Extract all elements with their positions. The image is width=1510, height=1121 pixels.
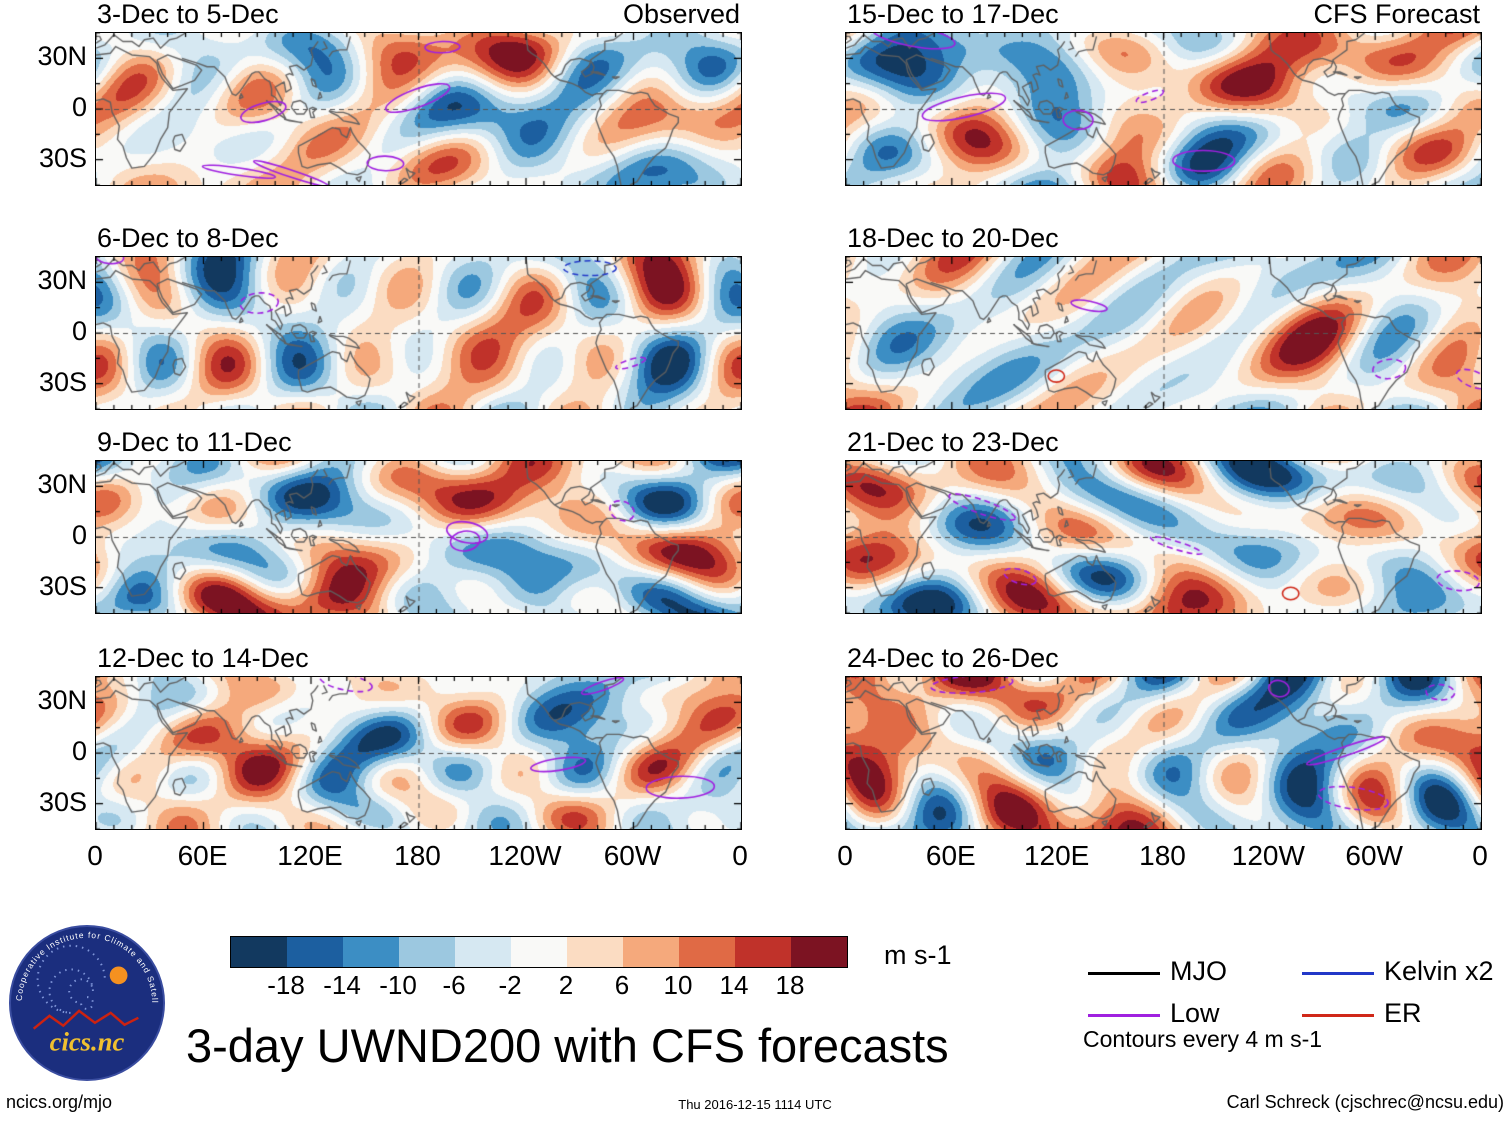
map-panel: 24-Dec to 26-Dec <box>845 643 1482 830</box>
legend-label: ER <box>1384 998 1422 1028</box>
longitude-tick-label: 180 <box>394 840 441 871</box>
panel-title: 12-Dec to 14-Dec <box>97 643 309 673</box>
colorbar-tick-label: -10 <box>379 970 417 1000</box>
colorbar-tick-label: 14 <box>719 970 749 1000</box>
latitude-tick-label: 0 <box>71 736 87 766</box>
latitude-tick-label: 0 <box>71 92 87 122</box>
colorbar-tick-label: 10 <box>663 970 693 1000</box>
colorbar-segment <box>231 937 287 967</box>
logo-sun-icon <box>109 966 128 985</box>
longitude-tick-label: 120W <box>488 840 562 871</box>
longitude-axis: 0 60E 120E 180 120W 60W 0 <box>87 840 748 880</box>
colorbar-segment <box>679 937 735 967</box>
legend-line-mjo <box>1088 972 1160 975</box>
legend-line-low <box>1088 1014 1160 1017</box>
map-panel: 9-Dec to 11-Dec 30N 0 30S <box>37 427 742 614</box>
panel-title: 21-Dec to 23-Dec <box>847 427 1059 457</box>
panel-title: 18-Dec to 20-Dec <box>847 223 1059 253</box>
panel-title: 24-Dec to 26-Dec <box>847 643 1059 673</box>
longitude-tick-label: 60E <box>177 840 228 871</box>
legend-label: Low <box>1170 998 1220 1028</box>
map-panel: 15-Dec to 17-Dec CFS Forecast <box>845 0 1482 186</box>
panel-title: 6-Dec to 8-Dec <box>97 223 279 253</box>
colorbar-unit-label: m s-1 <box>884 940 952 970</box>
longitude-tick-label: 180 <box>1139 840 1186 871</box>
legend-line-er <box>1302 1014 1374 1017</box>
legend-label: Kelvin x2 <box>1384 956 1494 986</box>
colorbar-segment <box>343 937 399 967</box>
latitude-tick-label: 30S <box>38 570 87 601</box>
logo-circle <box>8 924 166 1082</box>
longitude-tick-label: 120E <box>1023 840 1090 871</box>
longitude-tick-label: 0 <box>87 840 103 871</box>
colorbar-segment <box>511 937 567 967</box>
panel-title: 3-Dec to 5-Dec <box>97 0 279 29</box>
longitude-tick-label: 60W <box>603 840 662 871</box>
longitude-axis: 0 60E 120E 180 120W 60W 0 <box>837 840 1488 880</box>
contour-note: Contours every 4 m s-1 <box>1083 1026 1323 1052</box>
latitude-tick-label: 0 <box>71 316 87 346</box>
map-canvas <box>95 32 742 186</box>
colorbar-tick-label: 6 <box>614 970 630 1000</box>
colorbar-segment <box>735 937 791 967</box>
map-canvas <box>845 460 1482 614</box>
legend-line-kelvin-x2 <box>1302 972 1374 975</box>
map-panel: 21-Dec to 23-Dec <box>845 427 1482 614</box>
latitude-tick-label: 30N <box>37 265 87 296</box>
colorbar-tick-label: -6 <box>442 970 466 1000</box>
latitude-tick-label: 0 <box>71 520 87 550</box>
map-panel: 12-Dec to 14-Dec 30N 0 30S <box>37 643 742 830</box>
latitude-tick-label: 30S <box>38 786 87 817</box>
footer-url: ncics.org/mjo <box>6 1092 113 1112</box>
colorbar-tick-label: -18 <box>267 970 305 1000</box>
latitude-tick-label: 30N <box>37 685 87 716</box>
longitude-tick-label: 60W <box>1345 840 1403 871</box>
map-canvas <box>95 256 742 410</box>
logo-text: cics.nc <box>50 1026 125 1056</box>
longitude-tick-label: 120E <box>277 840 343 871</box>
colorbar-tick-label: 18 <box>775 970 805 1000</box>
colorbar <box>230 936 848 968</box>
colorbar-tick-labels: -18 -14 -10 -6 -2 2 6 10 14 18 <box>230 970 846 1000</box>
latitude-tick-label: 30N <box>37 469 87 500</box>
colorbar-tick-label: -2 <box>498 970 522 1000</box>
colorbar-segment <box>455 937 511 967</box>
map-panel: 18-Dec to 20-Dec <box>845 223 1482 410</box>
map-canvas <box>845 256 1482 410</box>
map-canvas <box>95 676 742 830</box>
colorbar-tick-label: 2 <box>558 970 574 1000</box>
colorbar-segment <box>623 937 679 967</box>
column-header: CFS Forecast <box>1313 0 1480 29</box>
cics-logo: Cooperative Institute for Climate and Sa… <box>8 924 166 1082</box>
longitude-tick-label: 60E <box>925 840 976 871</box>
logo-mountains <box>32 1009 139 1030</box>
figure-title: 3-day UWND200 with CFS forecasts <box>186 1019 949 1072</box>
colorbar-segment <box>287 937 343 967</box>
colorbar-segment <box>399 937 455 967</box>
map-panel: 6-Dec to 8-Dec 30N 0 30S <box>37 223 742 410</box>
column-header: Observed <box>622 0 740 29</box>
map-canvas <box>845 32 1482 186</box>
legend-label: MJO <box>1170 956 1227 986</box>
colorbar-segment <box>791 937 847 967</box>
panel-title: 9-Dec to 11-Dec <box>97 427 292 457</box>
latitude-tick-label: 30S <box>38 366 87 397</box>
map-panel: 3-Dec to 5-Dec Observed 30N 0 30S <box>37 0 742 186</box>
panel-title: 15-Dec to 17-Dec <box>847 0 1059 29</box>
footer-credit: Carl Schreck (cjschrec@ncsu.edu) <box>1226 1092 1504 1112</box>
longitude-tick-label: 0 <box>732 840 748 871</box>
footer-timestamp: Thu 2016-12-15 1114 UTC <box>678 1097 832 1112</box>
map-canvas <box>845 676 1482 830</box>
map-canvas <box>95 460 742 614</box>
colorbar-tick-label: -14 <box>323 970 361 1000</box>
longitude-tick-label: 120W <box>1231 840 1305 871</box>
colorbar-segment <box>567 937 623 967</box>
latitude-tick-label: 30N <box>37 41 87 72</box>
longitude-tick-label: 0 <box>1472 840 1488 871</box>
longitude-tick-label: 0 <box>837 840 853 871</box>
latitude-tick-label: 30S <box>38 142 87 173</box>
